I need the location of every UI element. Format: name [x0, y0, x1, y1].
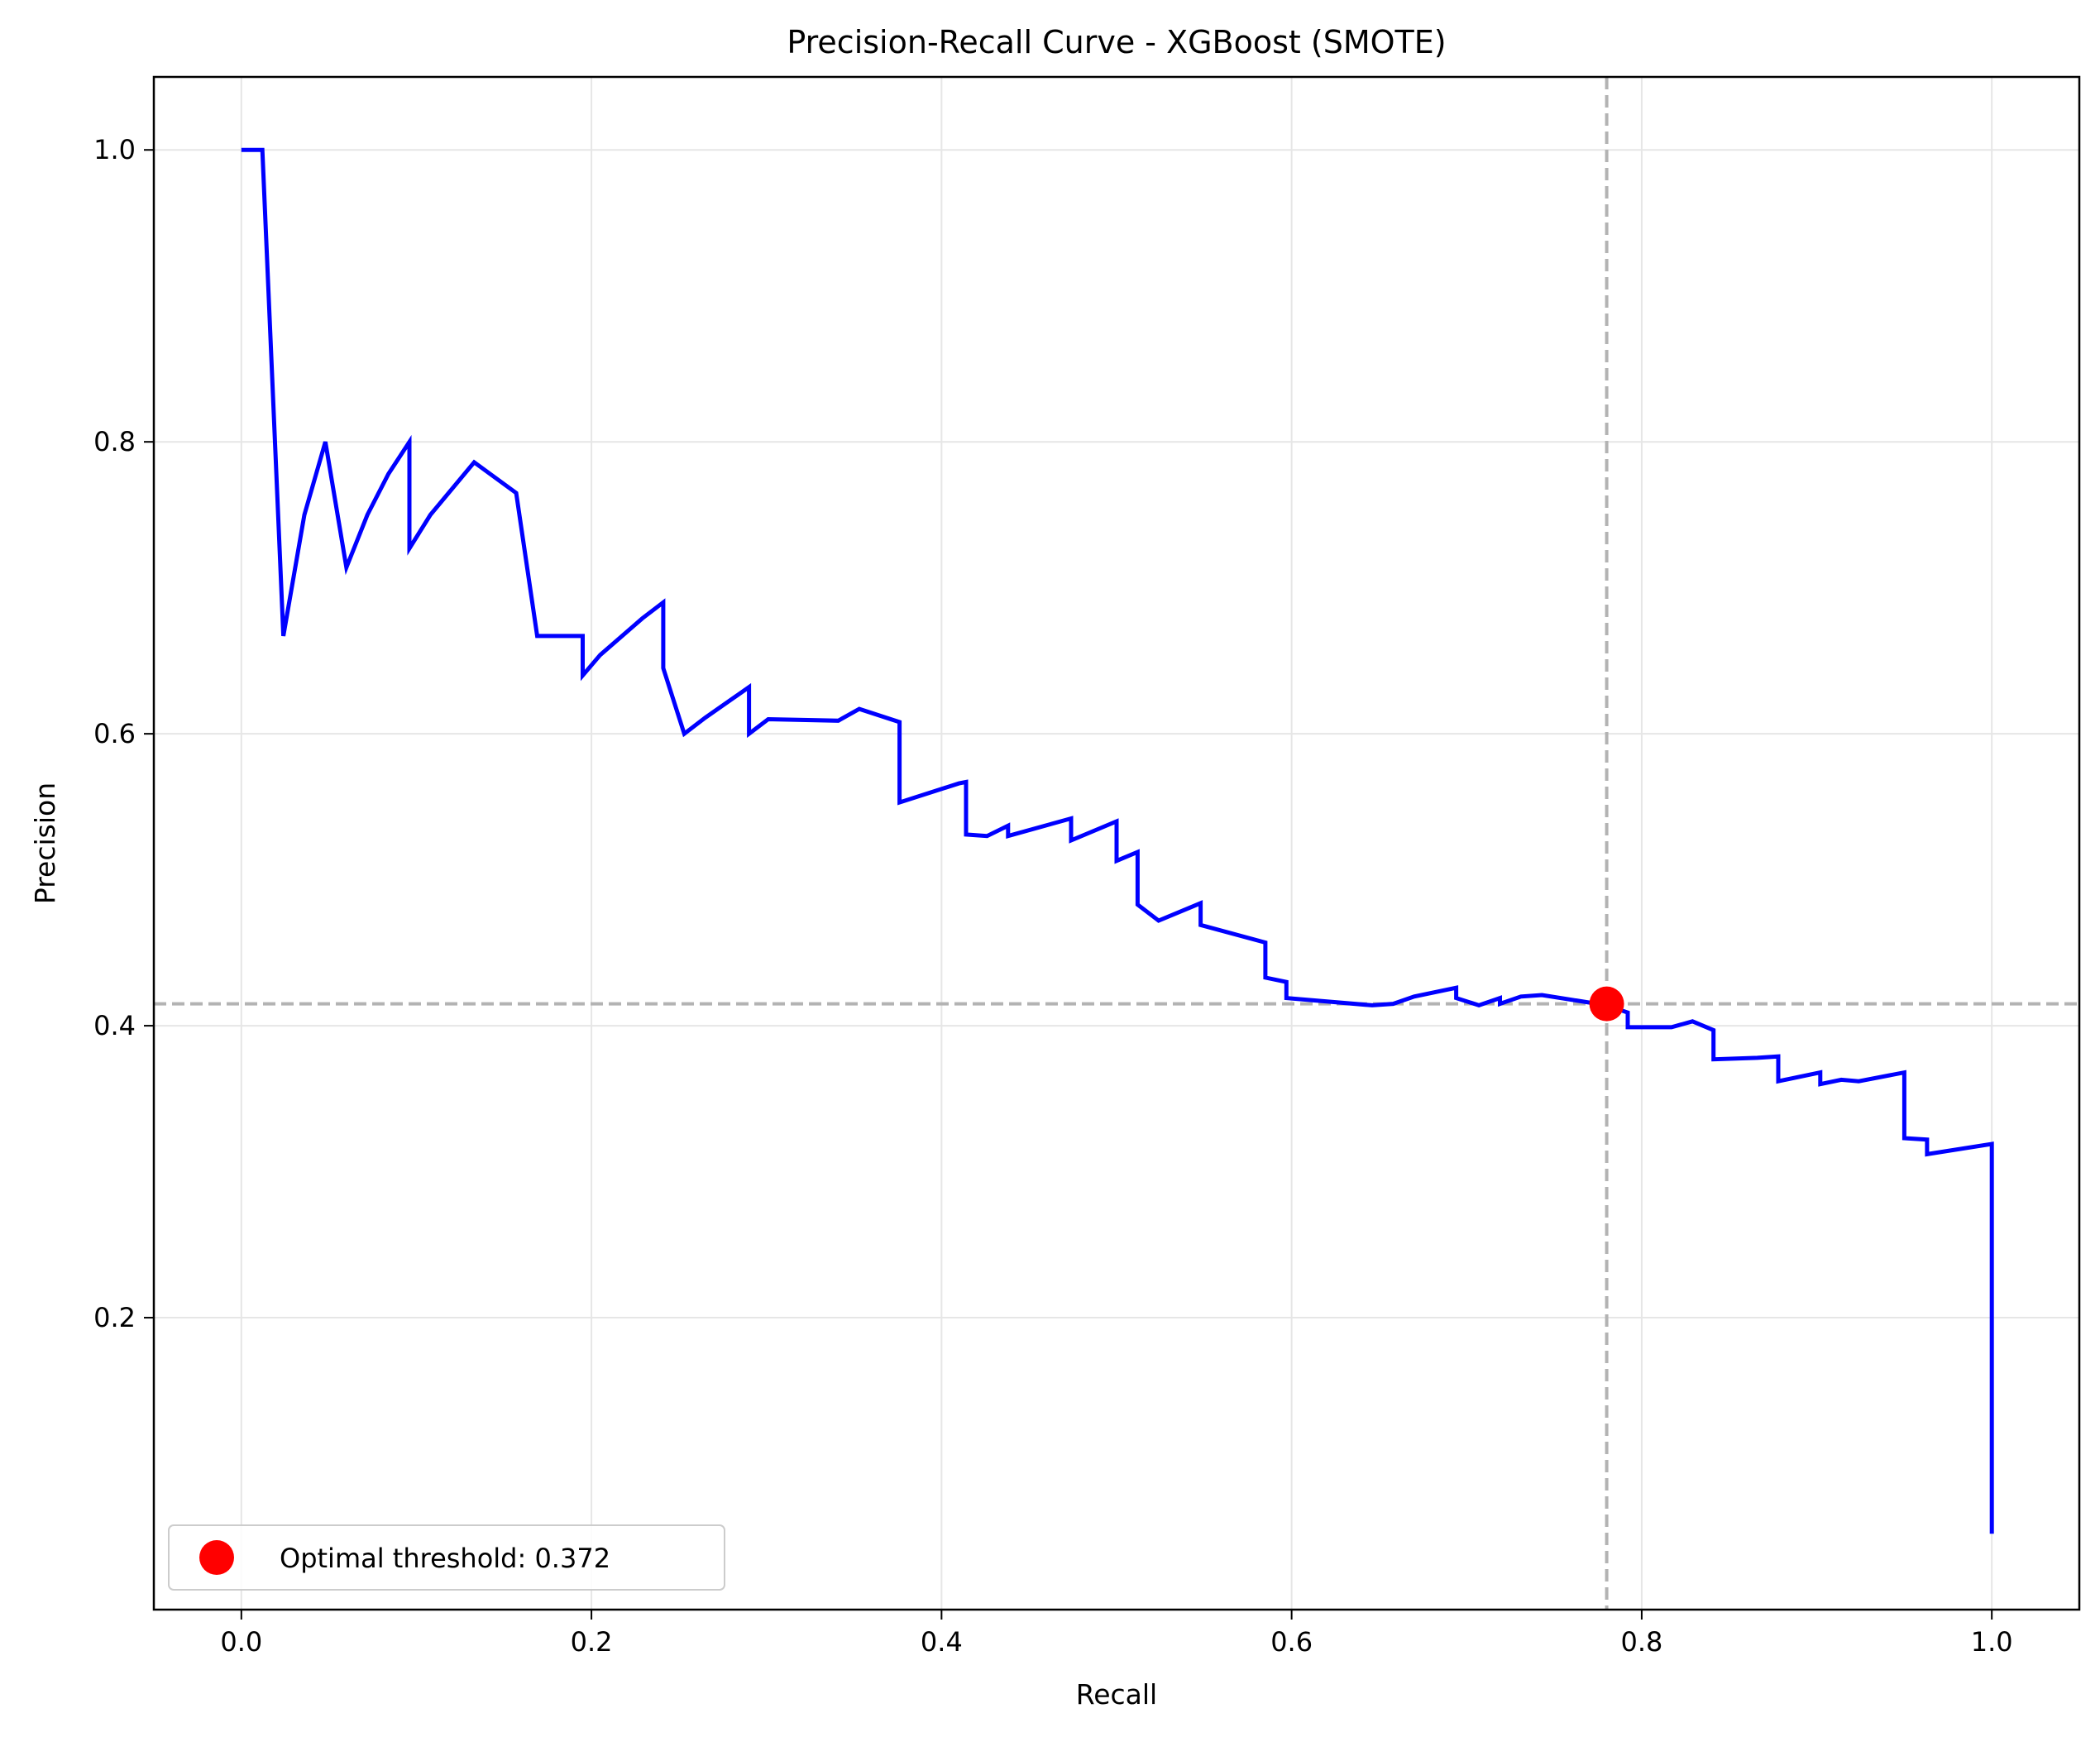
reference-lines — [154, 77, 2079, 1610]
y-tick-label: 0.2 — [93, 1302, 136, 1333]
y-tick-label: 0.8 — [93, 426, 136, 457]
x-tick-label: 0.0 — [220, 1626, 262, 1658]
x-tick-label: 0.4 — [921, 1626, 963, 1658]
x-tick-label: 0.6 — [1270, 1626, 1313, 1658]
x-tick-label: 0.8 — [1620, 1626, 1662, 1658]
chart-title: Precision-Recall Curve - XGBoost (SMOTE) — [787, 24, 1446, 60]
plot-frame — [152, 75, 2081, 1611]
y-axis-label: Precision — [29, 782, 61, 904]
axes: 0.0 0.2 0.4 0.6 0.8 1.0 0.2 0.4 0.6 0.8 1.0 — [93, 75, 2081, 1658]
legend-label: Optimal threshold: 0.372 — [280, 1543, 610, 1574]
optimal-threshold-point — [1589, 986, 1624, 1022]
y-tick-label: 0.4 — [93, 1010, 136, 1041]
legend-box — [168, 1524, 725, 1591]
x-axis-label: Recall — [1076, 1678, 1157, 1711]
pr-curve-line — [241, 147, 1994, 1534]
y-tick-label: 0.6 — [93, 718, 136, 749]
x-tick-label: 1.0 — [1971, 1626, 2013, 1658]
series-layer — [241, 147, 1994, 1534]
x-tick-label: 0.2 — [571, 1626, 613, 1658]
legend: Optimal threshold: 0.372 — [168, 1524, 725, 1591]
grid-lines — [154, 77, 2079, 1610]
legend-marker — [199, 1540, 234, 1575]
y-tick-label: 1.0 — [93, 134, 136, 165]
